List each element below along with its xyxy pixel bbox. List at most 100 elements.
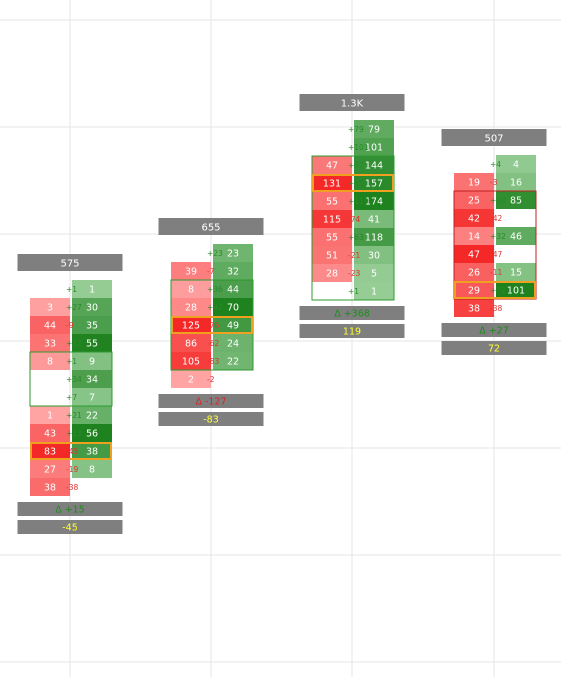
candle-delta-box — [158, 394, 264, 408]
candle-total-box — [441, 341, 547, 355]
ask-cell — [171, 370, 211, 388]
ask-cell — [454, 263, 494, 281]
bid-cell — [213, 352, 253, 370]
imbalance-label: +79 — [348, 125, 364, 134]
ask-volume-label: 39 — [185, 267, 197, 278]
ask-volume-label: 86 — [185, 339, 197, 350]
ask-volume-label: 42 — [468, 214, 480, 225]
imbalance-label: +22 — [66, 339, 82, 348]
imbalance-label: +60 — [490, 196, 506, 205]
bid-cell — [354, 120, 394, 138]
imbalance-label: +27 — [66, 303, 82, 312]
bid-volume-label: 101 — [365, 143, 383, 154]
imbalance-label: -3 — [490, 178, 498, 187]
candle-volume-label: 1.3K — [341, 99, 364, 110]
ask-volume-label: 47 — [468, 250, 480, 261]
ask-volume-label: 29 — [468, 286, 480, 297]
imbalance-label: +13 — [66, 429, 82, 438]
bid-volume-label: 32 — [227, 267, 239, 278]
ask-volume-label: 3 — [47, 303, 53, 314]
ask-volume-label: 1 — [47, 411, 53, 422]
ask-volume-label: 105 — [182, 357, 200, 368]
candle-delta-label: Δ +15 — [55, 505, 85, 516]
bid-volume-label: 1 — [371, 287, 377, 298]
candle-total-label: 72 — [488, 344, 500, 355]
imbalance-label: +32 — [490, 232, 506, 241]
ask-cell — [312, 174, 352, 192]
ask-volume-label: 14 — [468, 232, 480, 243]
bid-volume-label: 44 — [227, 285, 239, 296]
ask-cell — [171, 262, 211, 280]
ask-volume-label: 43 — [44, 429, 56, 440]
bid-volume-label: 16 — [510, 178, 522, 189]
bid-cell — [496, 173, 536, 191]
imbalance-label: +21 — [66, 411, 82, 420]
bid-cell — [496, 191, 536, 209]
ask-volume-label: 8 — [47, 357, 53, 368]
bid-cell — [72, 280, 112, 298]
candle-delta-box — [299, 306, 405, 320]
ask-volume-label: 28 — [326, 269, 338, 280]
ask-cell — [30, 316, 70, 334]
bid-cell — [72, 352, 112, 370]
ask-volume-label: 8 — [188, 285, 194, 296]
bid-volume-label: 8 — [89, 465, 95, 476]
imbalance-label: +63 — [348, 233, 364, 242]
candle-volume-box — [299, 94, 405, 111]
ask-cell — [312, 192, 352, 210]
bid-volume-label: 30 — [368, 251, 380, 262]
ask-volume-label: 27 — [44, 465, 56, 476]
bid-cell — [213, 280, 253, 298]
candle-delta-box — [17, 502, 123, 516]
bid-volume-label: 46 — [510, 232, 522, 243]
bid-volume-label: 24 — [227, 339, 239, 350]
ask-volume-label: 28 — [185, 303, 197, 314]
poc-outline — [454, 281, 536, 299]
imbalance-label: +42 — [207, 303, 223, 312]
ask-cell — [454, 209, 494, 227]
ask-cell — [454, 245, 494, 263]
imbalance-label: +1 — [66, 357, 77, 366]
bid-volume-label: 41 — [368, 215, 380, 226]
bid-cell — [496, 155, 536, 173]
ask-cell — [171, 298, 211, 316]
imbalance-label: +1 — [66, 285, 77, 294]
imbalance-label: +26 — [348, 179, 364, 188]
bid-cell — [213, 262, 253, 280]
candle-delta-label: Δ +368 — [334, 309, 370, 320]
ask-cell — [171, 316, 211, 334]
ask-cell — [30, 478, 70, 496]
bid-volume-label: 5 — [371, 269, 377, 280]
ask-volume-label: 19 — [468, 178, 480, 189]
ask-volume-label: 125 — [182, 321, 200, 332]
ask-volume-label: 51 — [326, 251, 338, 262]
imbalance-label: +23 — [207, 249, 223, 258]
bid-volume-label: 56 — [86, 429, 98, 440]
bid-volume-label: 101 — [507, 286, 525, 297]
candle-4: 507 4 +4 19 16 -3 25 85 +60 42 -42 14 46 +32 47 -47 26 15… — [441, 129, 547, 355]
value-area-outline — [311, 155, 395, 301]
poc-outline — [171, 316, 253, 334]
ask-volume-label: 38 — [44, 483, 56, 494]
imbalance-label: -62 — [207, 339, 219, 348]
bid-volume-label: 23 — [227, 249, 239, 260]
bid-cell — [354, 138, 394, 156]
bid-volume-label: 7 — [89, 393, 95, 404]
candle-delta-label: Δ -127 — [195, 397, 226, 408]
ask-cell — [312, 264, 352, 282]
ask-cell — [454, 281, 494, 299]
bid-cell — [213, 244, 253, 262]
ask-cell — [171, 280, 211, 298]
imbalance-label: +101 — [348, 143, 369, 152]
bid-cell — [354, 156, 394, 174]
poc-outline — [30, 442, 112, 460]
candle-total-box — [158, 412, 264, 426]
imbalance-label: -38 — [66, 483, 78, 492]
bid-volume-label: 4 — [513, 160, 519, 171]
ask-cell — [30, 424, 70, 442]
bid-cell — [72, 406, 112, 424]
ask-cell — [30, 406, 70, 424]
candle-delta-label: Δ +27 — [479, 326, 509, 337]
